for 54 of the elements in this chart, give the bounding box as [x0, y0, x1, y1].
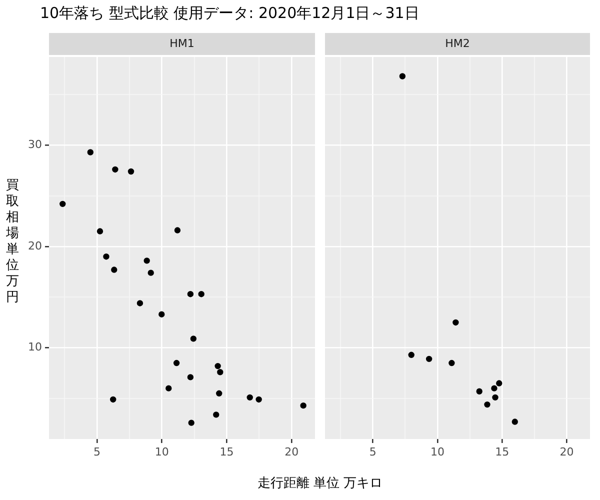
point	[452, 319, 459, 326]
point	[187, 374, 194, 380]
point	[213, 412, 220, 418]
point	[103, 254, 110, 260]
point	[496, 380, 502, 386]
point	[148, 270, 154, 276]
point	[60, 200, 66, 208]
point	[426, 356, 432, 362]
chart-subtitle: HM1	[49, 33, 315, 55]
y-axis-title: 買取相場単位万円	[6, 178, 20, 306]
x-tick-label: 20	[560, 445, 574, 458]
point	[166, 385, 172, 392]
point	[246, 394, 253, 401]
point	[87, 149, 94, 156]
x-tick-label: 5	[369, 445, 376, 458]
x-axis-title: 走行距離 単位 万キロ	[256, 475, 384, 492]
x-tick-label: 10	[430, 445, 444, 458]
point	[198, 291, 204, 298]
x-tick-label: 15	[495, 445, 510, 458]
point	[96, 228, 104, 234]
point	[128, 168, 134, 175]
point	[492, 394, 498, 401]
point	[136, 300, 144, 306]
point	[173, 360, 180, 366]
point	[112, 166, 118, 173]
y-tick-label: 30	[28, 138, 42, 152]
chart-title: 10年落ち 型式比較 使用データ: 2020年12月1日～31日	[40, 4, 420, 23]
point	[144, 258, 150, 264]
point	[174, 227, 181, 234]
point	[256, 396, 262, 403]
point	[399, 73, 406, 80]
y-tick-label: 10	[28, 340, 42, 354]
point	[187, 291, 194, 298]
point	[476, 388, 482, 394]
point	[300, 402, 306, 409]
point	[158, 311, 165, 318]
point	[408, 352, 414, 358]
point	[188, 420, 194, 426]
point	[111, 266, 118, 273]
point	[190, 336, 197, 342]
point	[110, 396, 116, 403]
point	[484, 401, 490, 408]
point	[216, 390, 222, 397]
x-tick-label: 15	[220, 445, 234, 458]
x-tick-label: 20	[284, 445, 299, 458]
point	[448, 360, 455, 366]
point	[217, 369, 224, 376]
chart-subtitle: HM2	[325, 33, 590, 55]
point	[491, 385, 498, 392]
point	[214, 362, 221, 370]
x-tick-label: 10	[154, 445, 169, 458]
y-tick-label: 20	[28, 239, 42, 252]
point	[512, 418, 518, 425]
x-tick-label: 5	[94, 445, 101, 458]
